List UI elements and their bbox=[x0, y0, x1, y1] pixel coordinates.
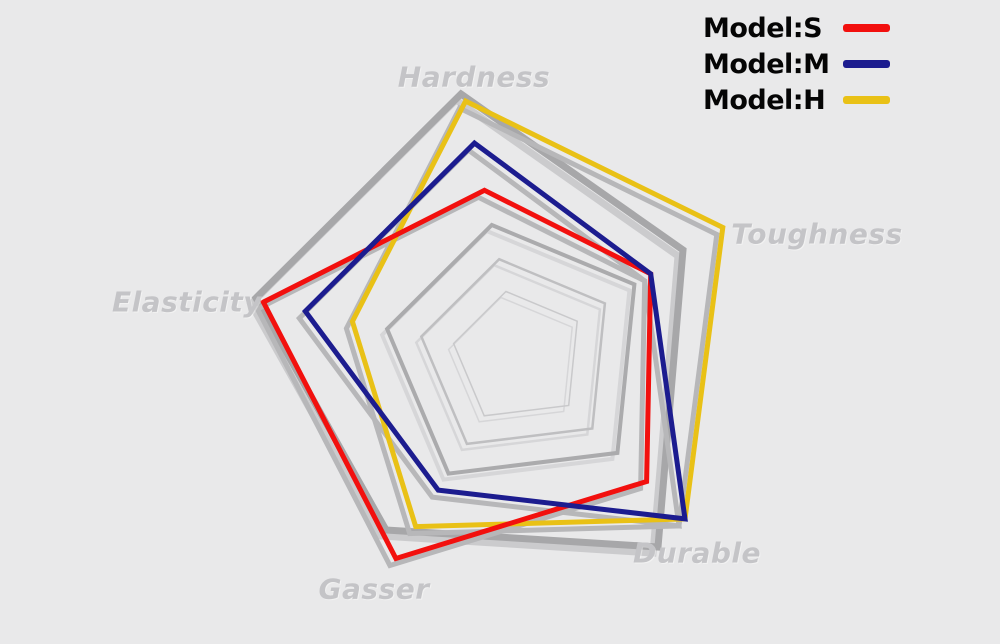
legend-label-model-h: Model:H bbox=[703, 84, 826, 116]
legend-label-model-m: Model:M bbox=[703, 48, 830, 80]
grid-ring-1 bbox=[452, 290, 579, 417]
legend-item-model-m: Model:M bbox=[703, 46, 890, 82]
axis-label-gasser: Gasser bbox=[318, 572, 430, 606]
axis-label-hardness: Hardness bbox=[397, 60, 551, 94]
legend-swatch-model-m-icon bbox=[843, 60, 890, 68]
grid-ring-2 bbox=[419, 257, 607, 446]
grid-ring-3 bbox=[384, 222, 637, 476]
series-polygon-model-m bbox=[302, 139, 688, 522]
grid-outer-pentagon bbox=[251, 89, 687, 551]
axis-label-elasticity: Elasticity bbox=[111, 285, 263, 319]
series-polygon-model-s bbox=[260, 187, 654, 562]
legend-label-model-s: Model:S bbox=[703, 12, 823, 44]
chart-legend: Model:S Model:M Model:H bbox=[703, 10, 890, 118]
series-polygon-model-h bbox=[349, 97, 726, 530]
legend-item-model-h: Model:H bbox=[703, 82, 890, 118]
axis-label-toughness: Toughness bbox=[731, 217, 903, 251]
legend-swatch-model-s-icon bbox=[843, 24, 890, 32]
legend-item-model-s: Model:S bbox=[703, 10, 890, 46]
legend-swatch-model-h-icon bbox=[843, 96, 890, 104]
axis-label-durable: Durable bbox=[632, 536, 762, 570]
